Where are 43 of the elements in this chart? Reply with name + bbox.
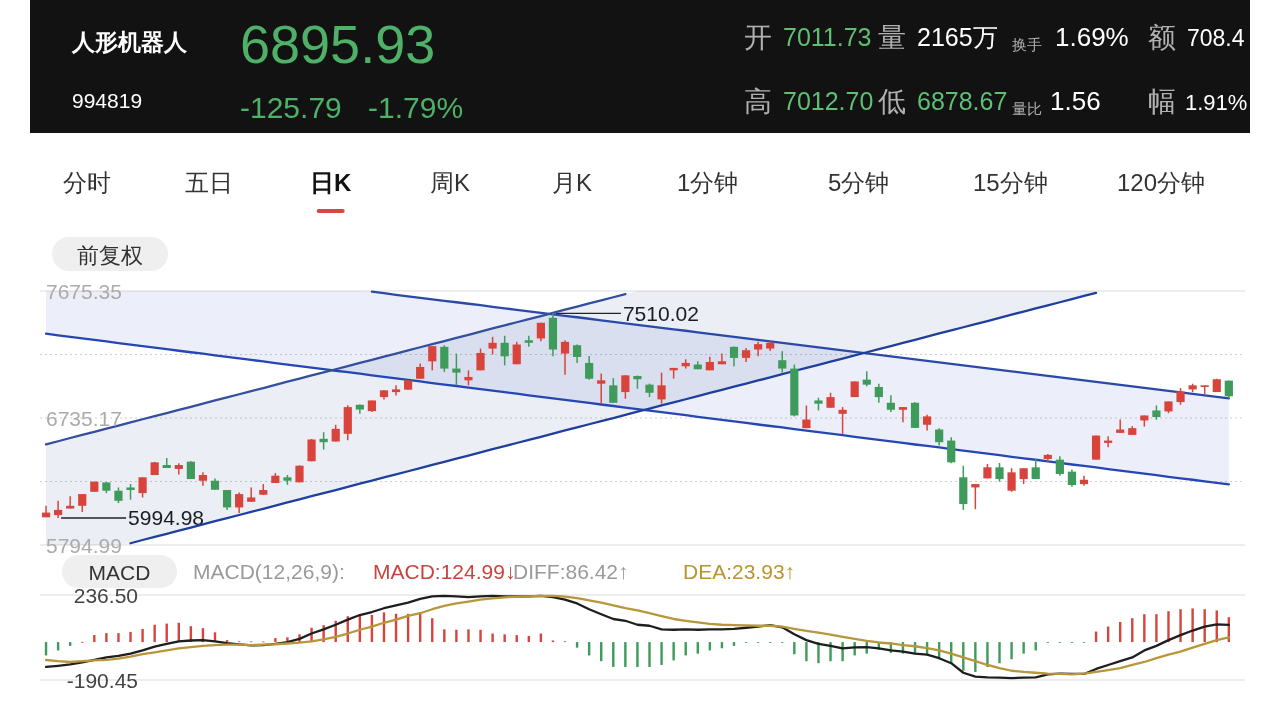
text: 低 [878,86,906,117]
text: 量比 [1012,100,1042,117]
text: 前复权 [77,242,143,268]
text: 周K [430,169,471,196]
y-tick-label: -190.45 [66,668,138,692]
text: 994819 [72,89,143,112]
text: 1.91% [1185,90,1248,115]
text: DEA:23.93↑ [683,560,796,583]
y-tick-label: 5794.99 [46,533,122,557]
text: 1分钟 [677,169,739,196]
text: 量 [878,22,906,53]
text: 额 [1148,22,1176,53]
chart-title: MACD [88,561,151,584]
annotation: 5994.98 [128,506,205,530]
text: DIFF:86.42↑ [513,560,629,583]
text: 高 [744,86,772,117]
text: 人形机器人 [71,29,188,55]
y-tick-label: 6735.17 [46,406,122,430]
text: 开 [744,22,772,53]
text: 月K [552,169,593,196]
text: 7011.73 [783,23,872,51]
text: 五日 [185,169,233,196]
text: 120分钟 [1117,169,1206,196]
text: -1.79% [368,91,464,124]
text: -125.79 [240,91,342,124]
text: 15分钟 [973,169,1048,196]
text: 换手 [1012,36,1042,53]
text: 708.4 [1187,25,1245,51]
text: MACD(12,26,9): [193,560,345,583]
text: 分时 [63,169,111,196]
text: 7012.70 [783,87,874,115]
text: 幅 [1148,86,1176,117]
text: MACD:124.99↓ [373,560,516,583]
text: 6878.67 [917,87,1008,115]
text: 1.69% [1055,22,1129,52]
text: 6895.93 [240,14,436,74]
text: 2165万 [917,23,998,51]
text: 1.56 [1050,86,1101,116]
text: 日K [310,169,352,196]
text: 5分钟 [828,169,890,196]
annotation: 7510.02 [622,301,699,325]
y-tick-label: 7675.35 [46,279,122,303]
y-tick-label: 236.50 [73,583,138,607]
